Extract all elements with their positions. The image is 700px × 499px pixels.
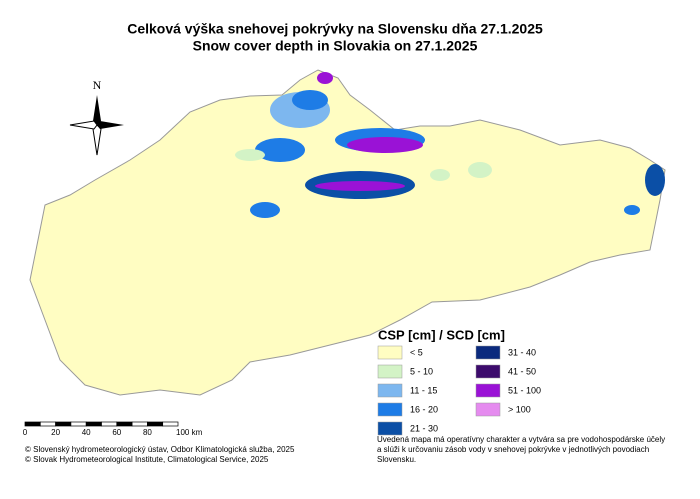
scale-label: 100 km <box>176 428 203 437</box>
legend-title: CSP [cm] / SCD [cm] <box>378 327 505 342</box>
legend-swatch <box>377 364 403 379</box>
legend-swatch <box>475 383 501 398</box>
legend-label: > 100 <box>508 404 531 414</box>
legend-label: 41 - 50 <box>508 366 536 376</box>
credit-en: © Slovak Hydrometeorological Institute, … <box>25 455 269 464</box>
credit-sk: © Slovenský hydrometeorologický ústav, O… <box>25 445 295 454</box>
scale-segment <box>55 421 72 427</box>
legend-label: 16 - 20 <box>410 404 438 414</box>
snow-patches <box>235 72 665 218</box>
legend-swatch <box>377 402 403 417</box>
legend-label: 5 - 10 <box>410 366 433 376</box>
scale-segment <box>131 421 148 427</box>
legend: < 5 5 - 10 11 - 15 16 - 20 21 - 30 31 - 40 41 … <box>377 345 541 436</box>
note-line: Uvedená mapa má operatívny charakter a v… <box>377 435 665 444</box>
title-en: Snow cover depth in Slovakia on 27.1.202… <box>193 38 478 54</box>
scale-segment <box>162 421 179 427</box>
scale-label: 40 <box>82 428 91 437</box>
scale-label: 0 <box>23 428 28 437</box>
legend-swatch <box>475 402 501 417</box>
legend-swatch <box>475 345 501 360</box>
legend-label: < 5 <box>410 347 423 357</box>
slovakia-outline <box>29 69 666 396</box>
legend-label: 21 - 30 <box>410 423 438 433</box>
compass-label: N <box>93 78 102 92</box>
legend-label: 51 - 100 <box>508 385 541 395</box>
legend-label: 11 - 15 <box>410 385 437 395</box>
scale-segment <box>147 421 164 427</box>
scale-segment <box>116 421 133 427</box>
legend-swatch <box>475 364 501 379</box>
scale-segment <box>39 421 56 427</box>
scale-segment <box>70 421 87 427</box>
legend-label: 31 - 40 <box>508 347 536 357</box>
legend-swatch <box>377 345 403 360</box>
scale-label: 60 <box>112 428 121 437</box>
scale-bar: 0 20 40 60 80 100 km <box>23 421 203 437</box>
title-sk: Celková výška snehovej pokrývky na Slove… <box>127 21 543 37</box>
scale-segment <box>85 421 102 427</box>
scale-segment <box>24 421 41 427</box>
scale-label: 80 <box>143 428 152 437</box>
scale-label: 20 <box>51 428 60 437</box>
scale-segment <box>101 421 118 427</box>
note-line: Slovensku. <box>377 455 416 464</box>
legend-swatch <box>377 383 403 398</box>
legend-swatch <box>377 421 403 436</box>
compass: N <box>69 78 124 156</box>
note-line: a slúži k určovaniu zásob vody v snehove… <box>377 445 649 454</box>
